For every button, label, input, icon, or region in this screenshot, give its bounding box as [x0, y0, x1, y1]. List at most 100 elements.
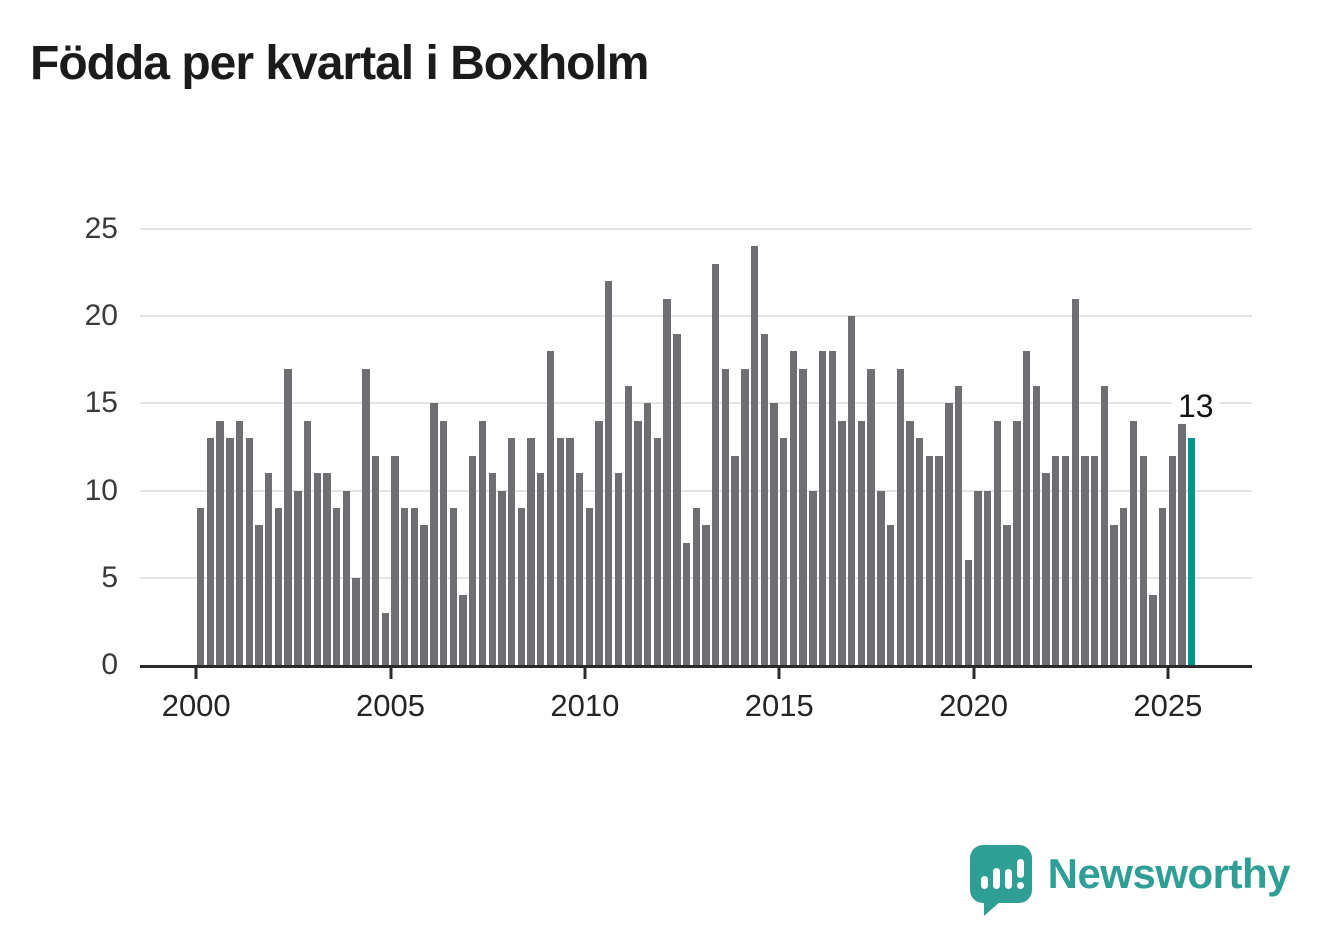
bar-quarter [614, 473, 623, 665]
bar-quarter [1003, 525, 1011, 665]
y-axis-tick-label: 0 [101, 648, 118, 681]
y-gridline [140, 228, 1252, 230]
bar-quarter [731, 455, 739, 665]
x-axis-tick [583, 668, 587, 679]
bar-quarter [848, 316, 856, 665]
y-gridline [140, 489, 1252, 492]
y-gridline [140, 315, 1252, 318]
bar-quarter [216, 420, 224, 665]
last-value-label: 13 [1172, 390, 1220, 424]
bar-quarter [585, 508, 594, 665]
bar-quarter [1061, 455, 1070, 665]
bar-quarter [964, 560, 972, 665]
bar-quarter [1071, 298, 1079, 665]
bar-quarter [478, 420, 487, 665]
bar-quarter [527, 438, 535, 665]
x-axis-tick-label: 2025 [1133, 688, 1203, 723]
bar-quarter [634, 420, 642, 665]
bar-quarter [575, 473, 584, 665]
bar-quarter [760, 333, 768, 665]
newsworthy-wordmark: Newsworthy [1047, 850, 1291, 897]
bar-quarter [459, 595, 467, 665]
bar-quarter [692, 508, 700, 665]
bar-quarter [245, 438, 253, 665]
bar-quarter [818, 351, 827, 665]
bar-quarter [1022, 351, 1031, 665]
y-axis-tick-label: 10 [84, 473, 118, 507]
bar-quarter [371, 455, 380, 665]
bar-quarter [1032, 385, 1041, 665]
bar-quarter [682, 542, 691, 665]
bar-quarter [255, 525, 263, 665]
bar-quarter [799, 368, 807, 665]
bar-quarter [1100, 385, 1109, 665]
bar-quarter [206, 438, 215, 665]
bar-quarter [566, 438, 574, 665]
y-axis-tick-label: 5 [101, 560, 118, 594]
bar-quarter [401, 508, 409, 665]
x-axis-tick [777, 668, 781, 679]
bar-quarter [1081, 455, 1089, 665]
bar-quarter [430, 403, 438, 665]
bar-quarter [323, 473, 331, 665]
bar-quarter [702, 525, 710, 665]
bar-quarter [546, 351, 555, 665]
bar-quarter [1158, 508, 1167, 665]
bar-quarter [673, 333, 681, 665]
y-axis-tick-label: 25 [84, 212, 118, 245]
bar-quarter [313, 473, 321, 665]
bar-quarter [274, 508, 283, 665]
bar-quarter [469, 455, 477, 665]
x-axis-tick-label: 2020 [939, 688, 1009, 723]
x-axis-tick-label: 2015 [744, 688, 814, 723]
bar-quarter [877, 490, 885, 665]
x-axis-tick [1166, 668, 1170, 679]
bar-quarter [1149, 595, 1157, 665]
bar-quarter [439, 420, 448, 665]
bar-quarter [663, 298, 671, 665]
bar-quarter [303, 420, 312, 665]
bar-quarter [342, 490, 351, 665]
bar-quarter [945, 403, 953, 665]
bar-quarter [449, 508, 458, 665]
bar-quarter [741, 368, 749, 665]
bar-quarter [643, 403, 652, 665]
bar-quarter [653, 438, 662, 665]
bar-quarter [1168, 455, 1177, 665]
bar-quarter [556, 438, 564, 665]
bar-quarter [974, 490, 982, 665]
bar-quarter [867, 368, 875, 665]
bar-quarter [1090, 455, 1099, 665]
bar-quarter [935, 455, 943, 665]
newsworthy-logo: Newsworthy [969, 845, 1291, 916]
bar-quarter [1139, 455, 1147, 665]
bar-quarter [352, 577, 360, 665]
bar-quarter [1120, 508, 1128, 665]
x-axis-tick [972, 668, 976, 679]
bar-quarter [265, 473, 273, 665]
bar-quarter [886, 525, 895, 665]
bar-quarter [828, 351, 836, 665]
bar-quarter [906, 420, 914, 665]
bar-quarter [381, 612, 389, 665]
bar-quarter [362, 368, 370, 665]
x-axis-line [140, 665, 1252, 668]
y-axis-tick-label: 20 [84, 299, 118, 333]
bar-quarter [517, 508, 526, 665]
bar-current-quarter [1188, 438, 1196, 665]
bar-quarter [507, 438, 516, 665]
bar-quarter [954, 385, 963, 665]
chart-title: Födda per kvartal i Boxholm [30, 37, 649, 90]
bar-quarter [1052, 455, 1060, 665]
bar-quarter [235, 420, 244, 665]
bar-quarter [197, 508, 205, 665]
bar-quarter [488, 473, 496, 665]
bar-quarter [333, 508, 341, 665]
bar-quarter [993, 420, 1002, 665]
bar-quarter [750, 246, 759, 665]
bar-quarter [925, 455, 934, 665]
y-axis-tick-label: 15 [84, 386, 118, 420]
bar-quarter [410, 508, 419, 665]
bar-quarter [896, 368, 904, 665]
